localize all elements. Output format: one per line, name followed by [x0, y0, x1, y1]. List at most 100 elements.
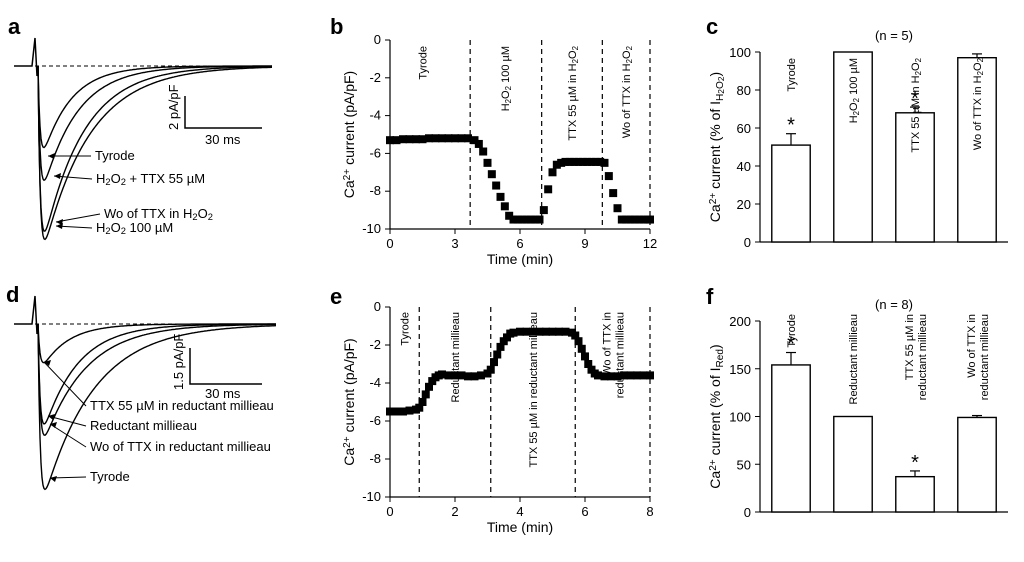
y-axis-title: Ca2+ current (% of IH2O2)	[707, 72, 726, 222]
y-tick-label: 100	[729, 45, 751, 60]
data-point	[496, 192, 505, 201]
trace-label: H2O2 + TTX 55 µM	[96, 171, 205, 187]
data-point	[421, 390, 430, 399]
y-tick-label: -2	[369, 337, 381, 352]
label-arrow	[43, 361, 87, 407]
significance-star: *	[911, 452, 919, 474]
chart-title: (n = 8)	[875, 297, 913, 312]
data-point	[438, 370, 446, 379]
data-point	[574, 157, 583, 166]
data-point	[477, 371, 485, 380]
data-point	[509, 328, 518, 337]
data-point	[487, 170, 496, 179]
bar-label-part: reductant millieau	[917, 314, 929, 400]
y-axis-title-part: 2	[716, 76, 726, 81]
y-axis-title-part: )	[707, 72, 723, 77]
bar-label-part: Wo of TTX in	[966, 314, 978, 378]
data-point	[574, 337, 583, 346]
trace-label-part: 2	[121, 177, 126, 187]
scale-bar-x-label-part: 30 ms	[205, 386, 241, 401]
phase-label: Reductant millieau	[450, 312, 462, 403]
y-tick-label: -8	[369, 451, 381, 466]
x-tick-label: 8	[646, 504, 653, 519]
data-point	[444, 371, 453, 380]
y-tick-label: 80	[737, 83, 751, 98]
data-point	[386, 136, 394, 145]
bar-label: Tyrode	[786, 58, 798, 92]
phase-label-part: O	[567, 50, 579, 59]
data-point	[544, 185, 553, 194]
phase-label-part: Wo of TTX in	[602, 312, 614, 376]
bar	[771, 364, 811, 513]
phase-label-part: TTX 55 µM in H	[567, 63, 579, 140]
trace-label-part: O	[111, 171, 121, 186]
phase-label: reductant millieau	[615, 312, 627, 398]
y-axis-title-part: 2+	[342, 169, 353, 181]
y-tick-label: 150	[729, 362, 751, 377]
y-tick-label: 0	[744, 505, 751, 520]
data-point	[604, 172, 613, 181]
label-arrow	[47, 415, 87, 427]
phase-label-part: 100 µM	[500, 46, 512, 86]
data-point	[577, 344, 586, 353]
data-point	[613, 372, 622, 381]
data-point	[626, 371, 635, 380]
trace-label-part: TTX 55 µM in reductant millieau	[90, 398, 274, 413]
data-point	[633, 371, 641, 380]
current-trace	[37, 65, 272, 232]
x-tick-label: 0	[386, 504, 393, 519]
data-point	[561, 327, 570, 336]
trace-label-part: + TTX 55 µM	[126, 171, 205, 186]
trace-label-part: Tyrode	[90, 469, 130, 484]
y-tick-label: 0	[374, 299, 381, 314]
x-tick-label: 2	[451, 504, 458, 519]
bar-label-part: Reductant millieau	[848, 314, 860, 405]
y-axis-title-part: )	[707, 344, 723, 349]
y-axis-title-part: 2+	[708, 459, 719, 471]
phase-label-part: Tyrode	[418, 46, 430, 80]
panel-letter-c: c	[706, 14, 718, 39]
bar-label: Tyrode	[786, 314, 798, 348]
data-point	[518, 215, 527, 224]
data-point	[565, 157, 574, 166]
bar-label-part: H	[848, 115, 860, 123]
bar-label-part: 2	[914, 58, 923, 62]
data-point	[639, 215, 648, 224]
y-tick-label: 20	[737, 197, 751, 212]
data-point	[486, 365, 495, 374]
y-axis-title-part: Ca	[707, 471, 723, 489]
data-point	[613, 204, 622, 213]
trace-label: Wo of TTX in reductant millieau	[90, 439, 271, 454]
y-tick-label: -10	[362, 489, 381, 504]
y-tick-label: -8	[369, 183, 381, 198]
data-point	[639, 371, 648, 380]
data-point	[583, 157, 592, 166]
data-point	[516, 327, 524, 336]
x-axis-title: Time (min)	[487, 251, 553, 267]
bar-label-part: 2	[976, 71, 985, 75]
trace-label-part: O	[198, 206, 208, 221]
y-tick-label: -2	[369, 70, 381, 85]
bar-label-part: TTX 55 µM in H	[910, 75, 922, 152]
data-point	[470, 372, 479, 381]
y-tick-label: -4	[369, 108, 381, 123]
y-axis-title-part: current (pA/pF)	[341, 71, 357, 169]
phase-label: H2O2 100 µM	[500, 46, 513, 111]
trace-label-part: Wo of TTX in reductant millieau	[90, 439, 271, 454]
bar-label-part: O	[972, 62, 984, 71]
data-point	[464, 372, 472, 381]
label-arrow	[49, 423, 87, 448]
data-point	[600, 158, 609, 167]
bar-label: TTX 55 µM in	[904, 314, 916, 380]
data-point	[474, 139, 483, 148]
x-tick-label: 9	[581, 236, 588, 251]
current-trace	[37, 65, 273, 182]
scale-bar	[189, 348, 262, 385]
phase-label-part: Tyrode	[400, 312, 412, 346]
data-point	[405, 406, 414, 415]
y-axis-title-part: Ca	[707, 204, 723, 222]
data-point	[548, 327, 557, 336]
panel-e-timecourse: 0 -2 -4 -6 -8 -10 0 2 4 6 8 Time (min) Ca2+ current …	[341, 299, 654, 535]
